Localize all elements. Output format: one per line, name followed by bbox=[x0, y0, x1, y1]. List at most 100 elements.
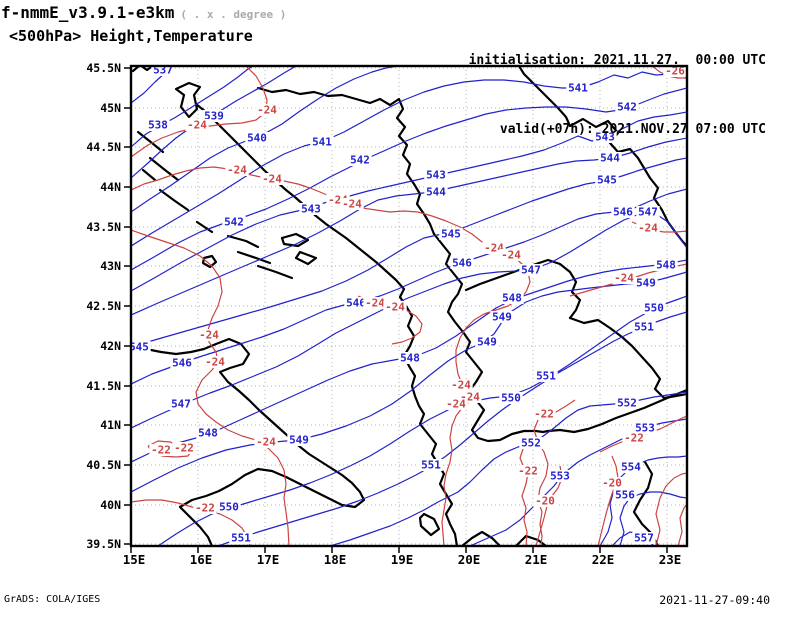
temperature-label: -24 bbox=[187, 119, 207, 132]
temperature-label-mask bbox=[260, 173, 284, 185]
field-title: <500hPa> Height,Temperature bbox=[9, 27, 253, 45]
y-axis-label: 41.5N bbox=[86, 379, 121, 393]
temperature-label-mask bbox=[622, 432, 646, 444]
height-label-mask bbox=[500, 292, 524, 304]
y-axis-label: 42N bbox=[100, 339, 121, 353]
height-label: 542 bbox=[350, 154, 370, 167]
height-label-mask bbox=[146, 119, 170, 131]
height-label-mask bbox=[151, 67, 175, 76]
height-label-mask bbox=[398, 352, 422, 364]
height-label-mask bbox=[222, 216, 246, 228]
height-label: 553 bbox=[635, 422, 655, 435]
temperature-label: -22 bbox=[174, 442, 194, 455]
y-axis-label: 44N bbox=[100, 180, 121, 194]
height-label-mask bbox=[196, 427, 220, 439]
height-label: 546 bbox=[452, 257, 472, 270]
height-label-mask bbox=[632, 321, 656, 333]
plot-timestamp: 2021-11-27-09:40 bbox=[659, 593, 770, 607]
height-label-mask bbox=[217, 501, 241, 513]
height-label-mask bbox=[654, 259, 678, 271]
height-label: 545 bbox=[597, 174, 617, 187]
temperature-label-mask bbox=[600, 477, 624, 489]
islets-4 bbox=[158, 188, 190, 212]
y-axis-label: 40N bbox=[100, 498, 121, 512]
temperature-label: -22 bbox=[151, 444, 171, 457]
temperature-label: -24 bbox=[227, 164, 247, 177]
temperature-label-mask bbox=[255, 104, 279, 116]
height-label-mask bbox=[419, 459, 443, 471]
temperature-label-mask bbox=[444, 398, 468, 410]
height-label-mask bbox=[593, 131, 617, 143]
greek-gulf-1 bbox=[461, 530, 501, 545]
x-axis-label: 20E bbox=[458, 552, 481, 567]
height-label-mask bbox=[642, 302, 666, 314]
islets-5 bbox=[195, 220, 214, 234]
height-label-mask bbox=[634, 277, 658, 289]
axis-ticks bbox=[124, 67, 668, 553]
height-contours-line-540 bbox=[132, 67, 396, 213]
x-axis-label: 22E bbox=[592, 552, 615, 567]
y-axis-label: 44.5N bbox=[86, 140, 121, 154]
height-contours-line-546 bbox=[132, 188, 686, 385]
height-label-mask bbox=[534, 370, 558, 382]
temperature-label-mask bbox=[363, 297, 387, 309]
height-label: 537 bbox=[153, 64, 173, 77]
temperature-label-mask bbox=[499, 249, 523, 261]
height-label-mask bbox=[344, 297, 368, 309]
height-label: 548 bbox=[400, 352, 420, 365]
height-label: 548 bbox=[502, 292, 522, 305]
temperature-label: -24 bbox=[262, 173, 282, 186]
height-label: 551 bbox=[231, 532, 251, 545]
temperature-label-mask bbox=[383, 301, 407, 313]
height-label-mask bbox=[636, 206, 660, 218]
y-axis-label: 45N bbox=[100, 101, 121, 115]
height-label: 552 bbox=[617, 397, 637, 410]
height-label: 548 bbox=[198, 427, 218, 440]
height-label: 544 bbox=[600, 152, 620, 165]
x-axis-label: 23E bbox=[659, 552, 682, 567]
temperature-contours-line--22 bbox=[519, 445, 529, 545]
height-label-mask bbox=[299, 203, 323, 215]
islet-circle bbox=[201, 254, 218, 269]
sava-drina-border bbox=[256, 86, 436, 236]
height-label-mask bbox=[566, 82, 590, 94]
valid-line: valid(+07h): 2021.NOV.27 07:00 UTC bbox=[499, 122, 766, 137]
temperature-label: -24 bbox=[484, 242, 504, 255]
italy-coastline bbox=[132, 337, 366, 545]
temperature-label-mask bbox=[663, 67, 686, 77]
height-label: 548 bbox=[656, 259, 676, 272]
height-label-mask bbox=[424, 186, 448, 198]
height-label: 545 bbox=[441, 228, 461, 241]
y-axis-label: 40.5N bbox=[86, 458, 121, 472]
temperature-label-mask bbox=[203, 356, 227, 368]
height-label: 547 bbox=[171, 398, 191, 411]
dalmatian-island-4 bbox=[280, 232, 310, 248]
height-label-mask bbox=[490, 311, 514, 323]
temperature-label: -24 bbox=[257, 104, 277, 117]
height-contours-line-556 bbox=[619, 491, 686, 545]
height-label: 552 bbox=[521, 437, 541, 450]
temperature-label-mask bbox=[254, 436, 278, 448]
height-label: 547 bbox=[521, 264, 541, 277]
dalmatian-island-3 bbox=[256, 264, 294, 280]
height-label: 543 bbox=[426, 169, 446, 182]
islets-3 bbox=[141, 168, 157, 182]
height-label-mask bbox=[499, 392, 523, 404]
bulgaria-greece-border bbox=[541, 389, 686, 434]
height-label-mask bbox=[519, 264, 543, 276]
height-label: 557 bbox=[634, 532, 654, 545]
height-label-mask bbox=[619, 461, 643, 473]
contour-labels: 537 538 539 540 541 541 542 542 542 543 543 543 544 5… bbox=[132, 64, 686, 545]
temperature-label-mask bbox=[532, 408, 556, 420]
height-label: 546 bbox=[613, 206, 633, 219]
temperature-contours-line-unlabeled bbox=[677, 504, 686, 545]
temperature-label-mask bbox=[449, 379, 473, 391]
height-label: 550 bbox=[219, 501, 239, 514]
height-label-mask bbox=[475, 336, 499, 348]
height-label: 556 bbox=[615, 489, 635, 502]
height-contours-line-550 bbox=[158, 295, 686, 545]
x-axis-label: 18E bbox=[324, 552, 347, 567]
temperature-label: -24 bbox=[451, 379, 471, 392]
dalmatian-island-1 bbox=[226, 234, 260, 249]
